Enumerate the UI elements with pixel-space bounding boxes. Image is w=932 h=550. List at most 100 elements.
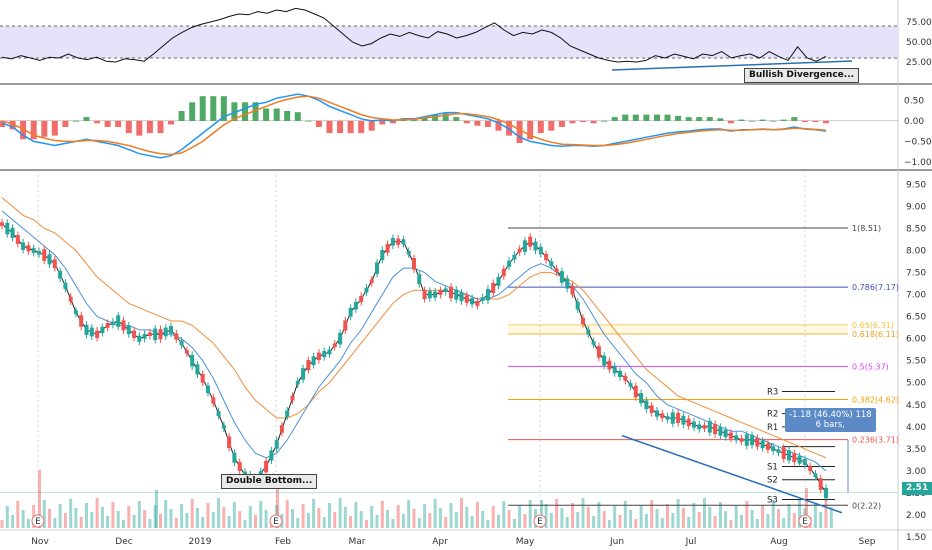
volume-bar	[787, 504, 791, 528]
volume-bar	[95, 498, 99, 528]
volume-spike	[276, 486, 279, 528]
candle-body	[316, 352, 321, 361]
bullish-divergence-note[interactable]: Bullish Divergence...	[744, 68, 860, 83]
volume-bar	[259, 501, 263, 528]
candle-body	[42, 249, 47, 261]
candle-body	[470, 298, 475, 305]
volume-bar	[771, 500, 775, 528]
macd-histogram-bar	[157, 120, 164, 134]
candle-body	[401, 239, 406, 245]
macd-histogram-bar	[643, 114, 650, 121]
macd-histogram-bar	[189, 102, 196, 121]
candle-body	[184, 350, 189, 354]
macd-histogram-bar	[432, 114, 439, 121]
volume-bar	[576, 512, 580, 528]
candle-body	[549, 261, 554, 267]
candle-body	[58, 271, 63, 279]
volume-bar	[116, 511, 120, 528]
candle-body	[655, 410, 659, 417]
last-price-badge: 2.51	[902, 482, 932, 495]
volume-bar	[798, 499, 802, 528]
candle-body	[517, 248, 522, 253]
event-marker-label: E	[273, 517, 279, 527]
macd-histogram-bar	[801, 120, 808, 122]
volume-bar	[391, 519, 395, 528]
descending-trendline	[621, 434, 843, 514]
volume-bar	[703, 498, 706, 528]
price-axis-tick: 4.50	[906, 401, 926, 411]
macd-histogram-bar	[72, 120, 79, 122]
candle-body	[385, 243, 390, 253]
macd-histogram-bar	[442, 113, 449, 121]
volume-bar	[523, 514, 527, 528]
candle-body	[190, 355, 195, 367]
measure-tool-label[interactable]: -1.18 (46.40%) 118 6 bars,	[785, 408, 876, 432]
candle-body	[195, 364, 200, 375]
volume-bar	[365, 520, 368, 528]
candle-body	[565, 278, 570, 289]
macd-histogram-bar	[791, 117, 798, 121]
candle-body	[285, 410, 290, 417]
candle-body	[100, 326, 105, 333]
macd-histogram-bar	[685, 117, 692, 121]
volume-bar	[42, 500, 46, 528]
candle-body	[670, 412, 675, 424]
volume-bar	[16, 501, 20, 528]
volume-spike	[38, 470, 41, 528]
candle-body	[681, 415, 686, 425]
fib-level-label: 0.5(5.37)	[852, 362, 889, 371]
candle-body	[522, 240, 527, 252]
volume-bar	[190, 499, 194, 528]
macd-line	[1, 93, 827, 159]
volume-bar	[301, 504, 305, 528]
volume-bar	[644, 514, 648, 528]
volume-bar	[607, 520, 611, 528]
candle-body	[454, 289, 459, 300]
macd-histogram-bar	[125, 120, 132, 134]
macd-histogram-bar	[654, 114, 660, 121]
time-axis-tick: Aug	[770, 537, 788, 547]
volume-bar	[317, 508, 321, 528]
rsi-axis-tick: 25.00	[906, 58, 932, 68]
macd-axis-tick: −1.00	[904, 158, 932, 168]
candle-body	[68, 296, 73, 302]
volume-bar	[681, 508, 685, 528]
candle-body	[301, 368, 306, 380]
candle-body	[607, 360, 612, 370]
volume-spike	[540, 500, 543, 528]
volume-bar	[650, 500, 654, 528]
macd-histogram-bar	[30, 120, 37, 140]
volume-bar	[708, 507, 712, 528]
event-marker-icon	[798, 514, 812, 528]
candle-body	[174, 333, 179, 340]
price-axis-tick: 1.50	[906, 533, 926, 543]
macd-histogram-bar	[252, 102, 259, 121]
candle-body	[105, 323, 110, 328]
candle-body	[73, 310, 78, 314]
candle-body	[776, 449, 781, 453]
volume-bar	[48, 509, 51, 528]
candle-body	[813, 473, 818, 477]
macd-axis-tick: −0.50	[904, 137, 932, 147]
volume-bar	[655, 509, 659, 528]
volume-bar	[195, 508, 199, 528]
candle-body	[792, 453, 797, 463]
candle-body	[507, 260, 512, 267]
candle-body	[633, 385, 638, 398]
price-axis-tick: 6.50	[906, 313, 926, 323]
macd-histogram-bar	[738, 119, 745, 121]
double-bottom-note[interactable]: Double Bottom...	[221, 474, 318, 489]
macd-histogram-bar	[146, 120, 153, 134]
candle-body	[744, 434, 749, 446]
candle-body	[338, 332, 343, 345]
macd-histogram-bar	[294, 112, 301, 121]
candle-body	[206, 385, 210, 394]
volume-spike	[805, 488, 808, 528]
volume-bar	[623, 501, 627, 528]
candle-body	[480, 297, 485, 301]
macd-histogram-bar	[305, 120, 312, 122]
volume-bar	[264, 510, 268, 528]
volume-bar	[639, 505, 643, 528]
